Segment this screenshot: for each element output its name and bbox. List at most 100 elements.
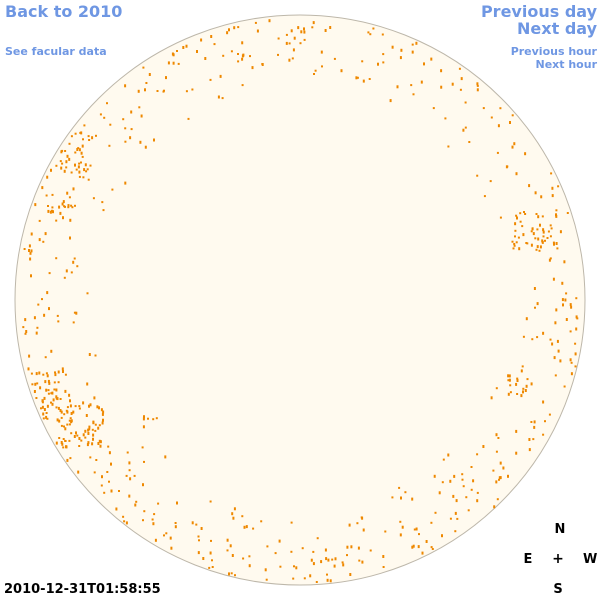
facula-point — [536, 245, 539, 249]
facula-point — [412, 544, 415, 548]
facula-point — [88, 139, 91, 141]
facula-point — [51, 402, 54, 406]
facula-point — [70, 432, 73, 435]
facula-point — [460, 77, 463, 81]
facula-point — [495, 480, 498, 484]
facula-point — [440, 69, 443, 73]
facula-point — [310, 558, 313, 562]
facula-point — [565, 318, 568, 321]
facula-point — [50, 392, 53, 395]
facula-point — [377, 62, 379, 66]
facula-point — [167, 61, 170, 65]
facula-point — [46, 404, 49, 408]
facula-point — [41, 399, 44, 403]
facula-point — [326, 573, 328, 576]
facula-point — [356, 522, 359, 525]
facula-point — [233, 26, 236, 30]
facula-point — [42, 240, 45, 243]
previous-day-link[interactable]: Previous day — [480, 2, 597, 21]
facula-point — [72, 410, 75, 414]
facula-point — [321, 65, 323, 68]
facula-point — [202, 557, 205, 560]
facula-point — [555, 308, 558, 312]
facula-point — [165, 532, 168, 535]
facula-point — [153, 138, 155, 142]
facula-point — [549, 338, 552, 341]
facula-point — [55, 219, 58, 222]
facula-point — [24, 318, 27, 322]
facula-point — [100, 484, 103, 487]
facula-point — [518, 247, 521, 251]
facula-point — [83, 124, 86, 127]
facula-point — [78, 170, 81, 174]
facula-point — [342, 563, 345, 567]
facula-point — [86, 443, 89, 447]
facula-point — [64, 373, 67, 376]
facula-point — [74, 405, 77, 408]
facula-point — [551, 186, 554, 190]
facula-point — [515, 429, 518, 433]
back-to-year-link[interactable]: Back to 2010 — [5, 2, 123, 21]
facula-point — [47, 389, 50, 392]
facula-point — [411, 50, 414, 54]
facula-point — [421, 551, 424, 555]
facula-point — [111, 188, 114, 191]
next-day-link[interactable]: Next day — [517, 19, 597, 38]
facula-point — [303, 27, 305, 31]
facula-point — [329, 579, 332, 583]
facula-point — [404, 491, 407, 494]
facula-point — [45, 194, 48, 197]
facula-point — [237, 53, 239, 55]
facula-point — [29, 257, 32, 261]
facula-point — [454, 530, 457, 533]
facula-point — [195, 523, 198, 526]
facula-point — [569, 330, 572, 333]
facula-point — [66, 191, 69, 195]
facula-point — [75, 168, 78, 171]
facula-point — [82, 433, 85, 437]
facula-point — [490, 396, 493, 400]
facula-point — [326, 578, 329, 582]
facula-point — [60, 416, 63, 419]
facula-point — [241, 515, 244, 518]
facula-point — [555, 209, 558, 212]
facula-point — [55, 395, 58, 399]
facula-point — [557, 185, 560, 188]
facula-point — [538, 249, 541, 252]
facula-point — [198, 539, 200, 542]
facula-point — [228, 28, 230, 32]
facula-point — [62, 200, 65, 204]
facula-point — [84, 429, 87, 433]
facula-point — [61, 367, 64, 371]
facula-point — [553, 356, 556, 360]
see-facular-data-link[interactable]: See facular data — [5, 45, 107, 58]
facula-point — [290, 550, 293, 553]
facula-point — [476, 491, 479, 494]
previous-hour-link[interactable]: Previous hour — [510, 45, 597, 58]
facula-point — [72, 321, 75, 324]
facula-point — [515, 172, 518, 176]
next-hour-link[interactable]: Next hour — [535, 58, 598, 71]
facula-point — [69, 417, 72, 420]
facula-point — [433, 474, 436, 478]
facula-point — [513, 243, 516, 245]
facula-point — [68, 196, 71, 199]
facula-point — [288, 42, 291, 45]
facula-point — [152, 522, 155, 526]
facula-point — [145, 82, 148, 84]
facula-point — [68, 439, 71, 442]
facula-point — [314, 69, 317, 72]
facula-point — [39, 386, 42, 390]
facula-point — [88, 404, 90, 408]
facula-point — [562, 303, 564, 307]
facula-point — [509, 391, 512, 394]
facula-point — [45, 412, 48, 414]
facula-point — [533, 425, 536, 429]
facula-point — [346, 554, 348, 557]
facula-point — [84, 163, 87, 167]
facula-point — [130, 110, 133, 114]
facula-point — [547, 230, 550, 233]
facula-point — [76, 265, 79, 268]
facula-point — [399, 520, 402, 523]
facula-point — [556, 339, 559, 343]
